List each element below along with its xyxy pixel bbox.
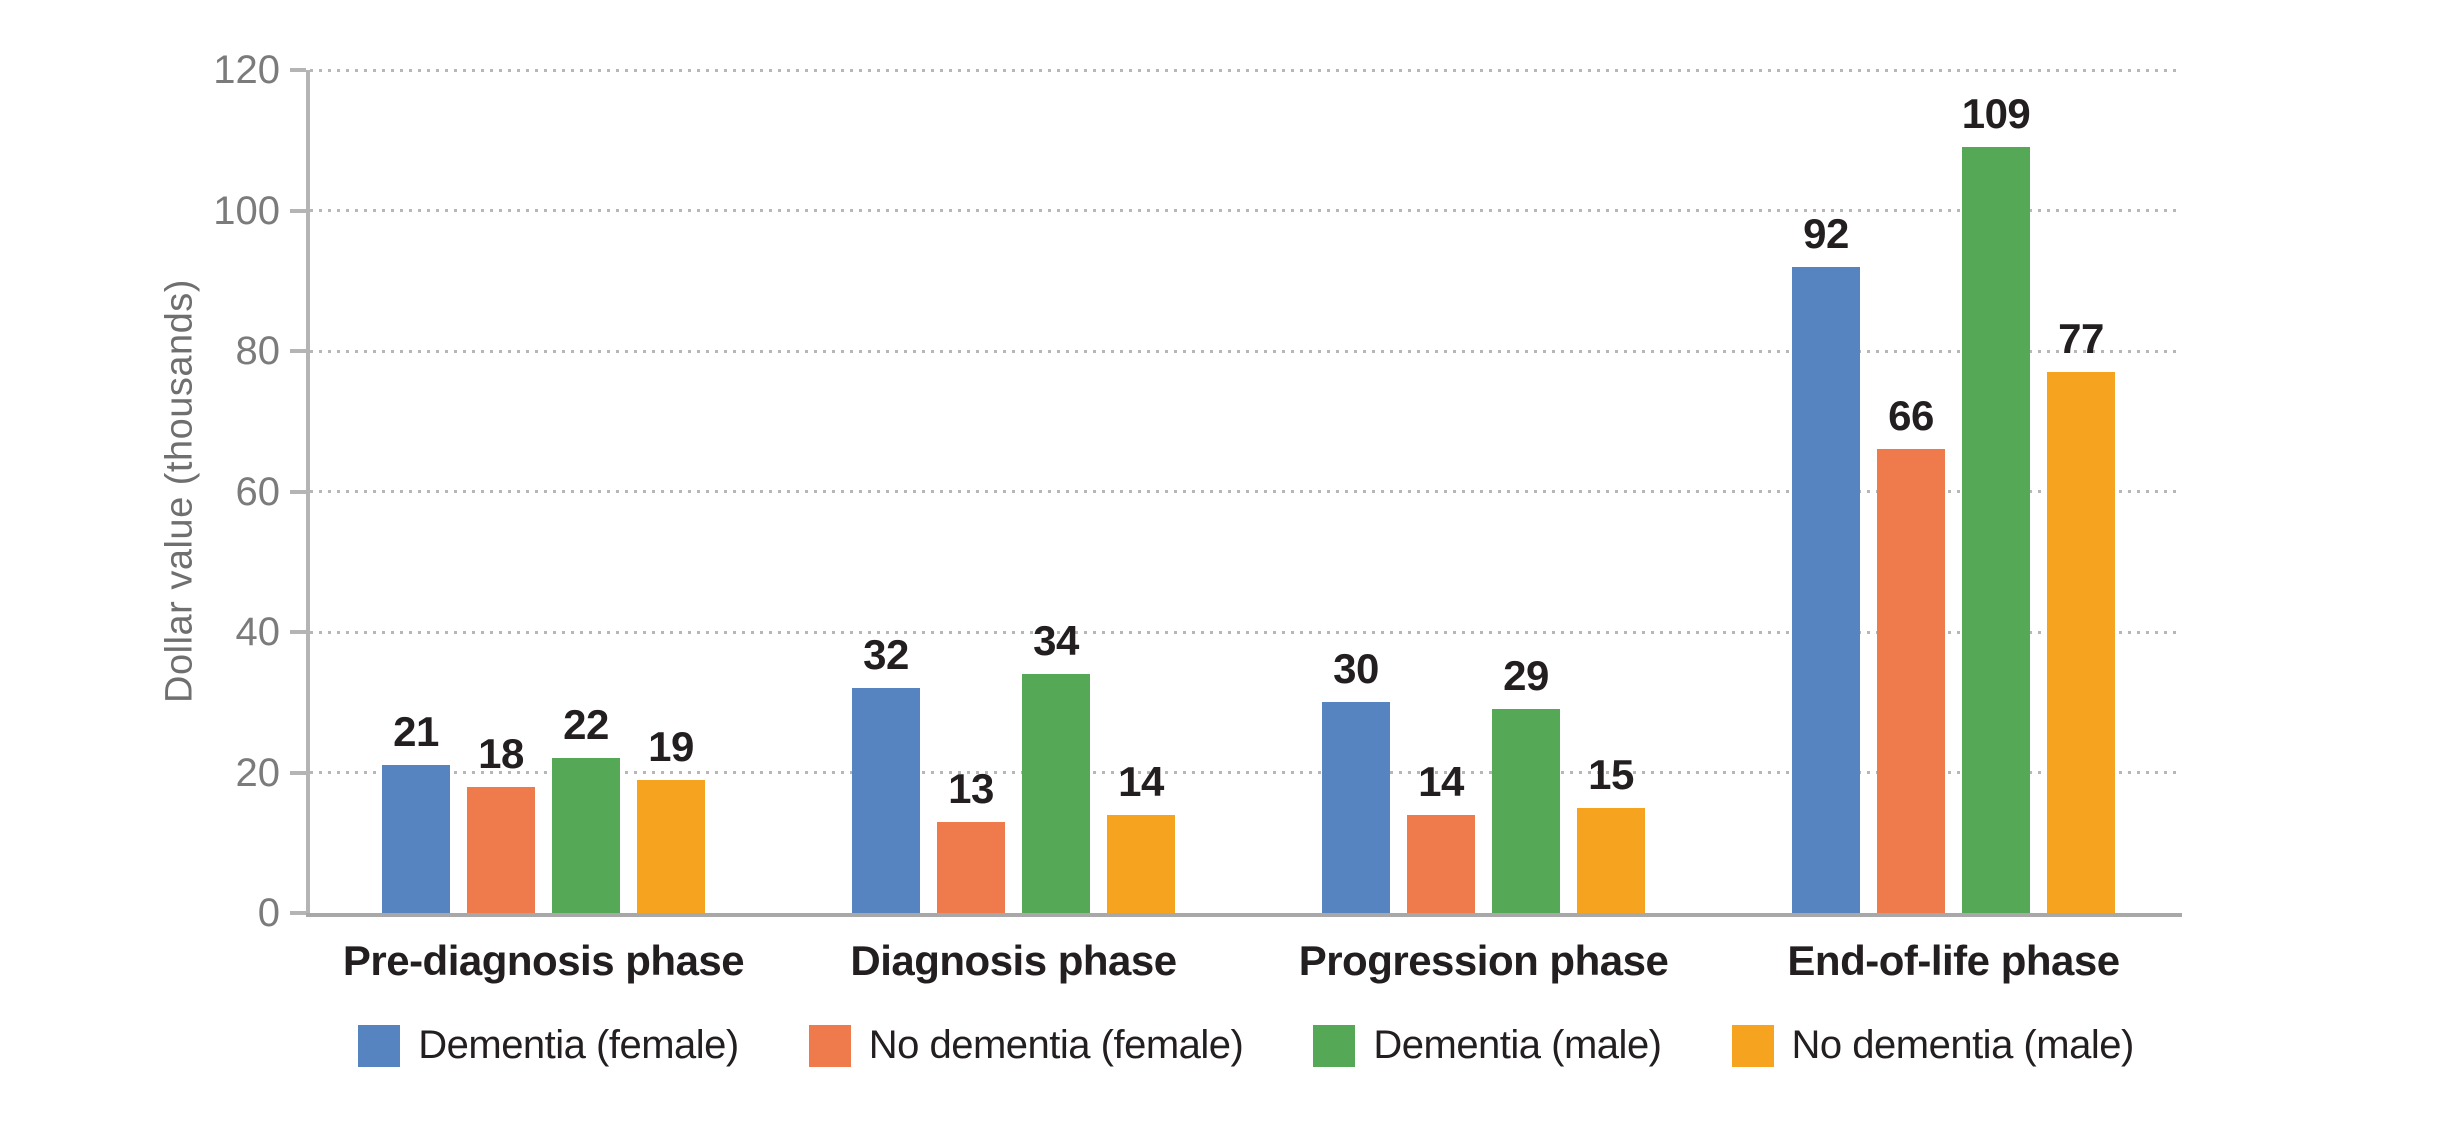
bar xyxy=(467,786,535,913)
bar xyxy=(2047,372,2115,913)
y-tick-mark xyxy=(290,770,306,775)
legend-label: Dementia (male) xyxy=(1373,1023,1662,1067)
gridline xyxy=(310,349,2182,353)
y-tick-label: 120 xyxy=(213,48,280,92)
legend-swatch xyxy=(1731,1024,1774,1067)
bar-value-label: 21 xyxy=(393,708,439,756)
gridline xyxy=(310,68,2182,72)
bar xyxy=(637,779,705,913)
bar-value-label: 13 xyxy=(948,764,994,812)
bar-value-label: 15 xyxy=(1588,750,1634,798)
gridline xyxy=(310,771,2182,774)
y-axis-line xyxy=(306,70,310,913)
bar xyxy=(1407,814,1475,913)
bar-value-label: 92 xyxy=(1803,209,1849,257)
bar-value-label: 32 xyxy=(863,631,909,679)
bar xyxy=(1022,674,1090,913)
category-label: End-of-life phase xyxy=(1787,937,2120,984)
x-axis-labels: Pre-diagnosis phase Diagnosis phase Progre… xyxy=(310,913,2182,984)
legend-item: No dementia (female) xyxy=(808,1023,1244,1068)
gridline xyxy=(310,630,2182,634)
y-tick-mark xyxy=(290,630,306,634)
bar xyxy=(1577,807,1645,913)
y-tick-mark xyxy=(290,349,306,353)
plot-area: 0 20 40 60 80 100 120 21 32 30 92 18 13 14 66 22 34 29 109… xyxy=(213,50,2182,933)
y-tick-mark xyxy=(290,911,306,915)
legend-label: Dementia (female) xyxy=(418,1023,739,1067)
bar-value-label: 14 xyxy=(1418,757,1464,805)
bar xyxy=(1322,702,1390,913)
legend-swatch xyxy=(358,1024,401,1067)
bar xyxy=(1962,147,2030,913)
bar-value-label: 66 xyxy=(1888,392,1934,440)
bar-value-label: 22 xyxy=(563,701,609,749)
y-tick-label: 20 xyxy=(235,750,281,795)
bar xyxy=(1107,814,1175,913)
legend-item: Dementia (female) xyxy=(358,1023,739,1068)
bar-value-label: 34 xyxy=(1033,617,1079,665)
y-tick-label: 60 xyxy=(235,469,281,514)
y-tick-label: 100 xyxy=(213,188,280,233)
category-label: Diagnosis phase xyxy=(850,937,1177,984)
gridline xyxy=(310,209,2182,212)
bar-value-label: 30 xyxy=(1333,645,1379,693)
bar xyxy=(382,765,450,913)
y-tick-label: 0 xyxy=(257,891,280,935)
y-tick-mark xyxy=(290,68,306,72)
bar-value-label: 19 xyxy=(648,722,694,770)
bar xyxy=(552,758,620,913)
bar-value-label: 109 xyxy=(1961,90,2031,138)
y-axis-title: Dollar value (thousands) xyxy=(158,279,201,703)
bar xyxy=(1792,266,1860,913)
y-tick-mark xyxy=(290,208,306,213)
bar xyxy=(1877,449,1945,913)
category-label: Pre-diagnosis phase xyxy=(342,937,745,984)
category-label: Progression phase xyxy=(1298,937,1669,984)
legend-label: No dementia (male) xyxy=(1791,1023,2135,1067)
legend-swatch xyxy=(808,1024,851,1067)
gridline xyxy=(310,490,2182,493)
legend-item: No dementia (male) xyxy=(1731,1023,2135,1068)
bar-value-label: 77 xyxy=(2058,315,2104,363)
legend-label: No dementia (female) xyxy=(868,1023,1244,1067)
x-axis-line xyxy=(306,913,2182,917)
y-tick-mark xyxy=(290,489,306,494)
bar xyxy=(1492,709,1560,913)
y-tick-label: 80 xyxy=(235,329,281,373)
legend-swatch xyxy=(1313,1024,1356,1067)
bar xyxy=(937,821,1005,913)
bar-value-label: 18 xyxy=(478,729,524,777)
legend: Dementia (female) No dementia (female) Dem… xyxy=(310,1023,2182,1068)
bar-value-label: 29 xyxy=(1503,652,1549,700)
bar xyxy=(852,688,920,913)
bar-value-label: 14 xyxy=(1118,757,1164,805)
y-tick-label: 40 xyxy=(235,610,281,654)
legend-item: Dementia (male) xyxy=(1313,1023,1662,1068)
